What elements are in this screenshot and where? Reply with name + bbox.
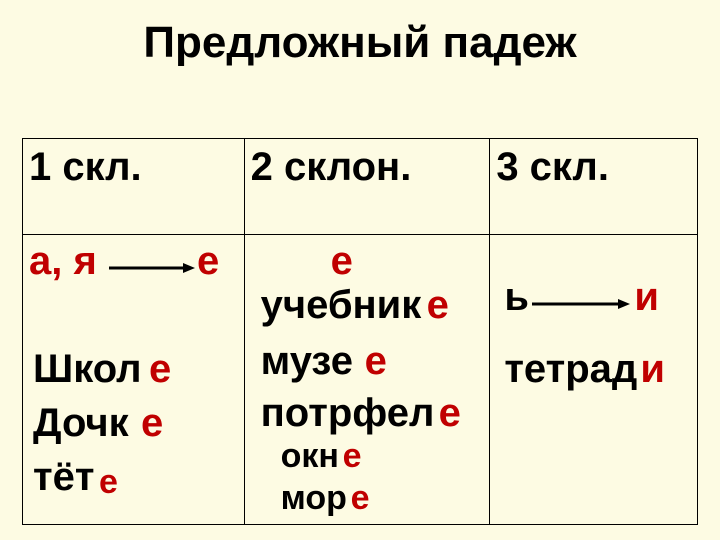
word-uchebnik: учебник (261, 283, 422, 328)
header-3skl: 3 скл. (490, 139, 698, 235)
label-e-1: е (197, 239, 219, 284)
label-e-2: е (331, 239, 353, 284)
header-1skl: 1 скл. (23, 139, 245, 235)
arrow-icon (109, 263, 199, 273)
word-tetrad: тетрад (504, 347, 637, 392)
word-okn: окн (281, 437, 339, 476)
cell-3skl: ь и тетрад и (496, 239, 691, 520)
label-soft-sign: ь (504, 275, 529, 320)
ending-dochk: е (141, 401, 163, 446)
slide-title: Предложный падеж (0, 18, 720, 68)
word-dochk: Дочк (33, 401, 129, 446)
ending-tet: е (99, 463, 118, 502)
label-a-ya: а, я (29, 239, 97, 284)
word-muze: музе (261, 339, 353, 384)
ending-mor: е (351, 479, 370, 518)
header-2sklon: 2 склон. (244, 139, 490, 235)
cell-2sklon: е учебник е музе е потрфел е окн е мор е (251, 239, 484, 520)
label-i: и (634, 275, 659, 320)
arrow-icon (532, 299, 632, 309)
word-mor: мор (281, 479, 347, 518)
word-potrfel: потрфел (261, 391, 435, 436)
ending-muze: е (365, 339, 387, 384)
ending-tetrad: и (640, 347, 665, 392)
word-shkol: Школ (33, 347, 142, 392)
ending-shkol: е (149, 347, 171, 392)
ending-uchebnik: е (427, 283, 449, 328)
ending-okn: е (343, 437, 362, 476)
word-tet: тёт (33, 455, 94, 500)
declension-table: 1 скл. 2 склон. 3 скл. а, я е Школ е Доч… (22, 138, 698, 525)
cell-1skl: а, я е Школ е Дочк е тёт е (29, 239, 238, 520)
ending-potrfel: е (439, 391, 461, 436)
